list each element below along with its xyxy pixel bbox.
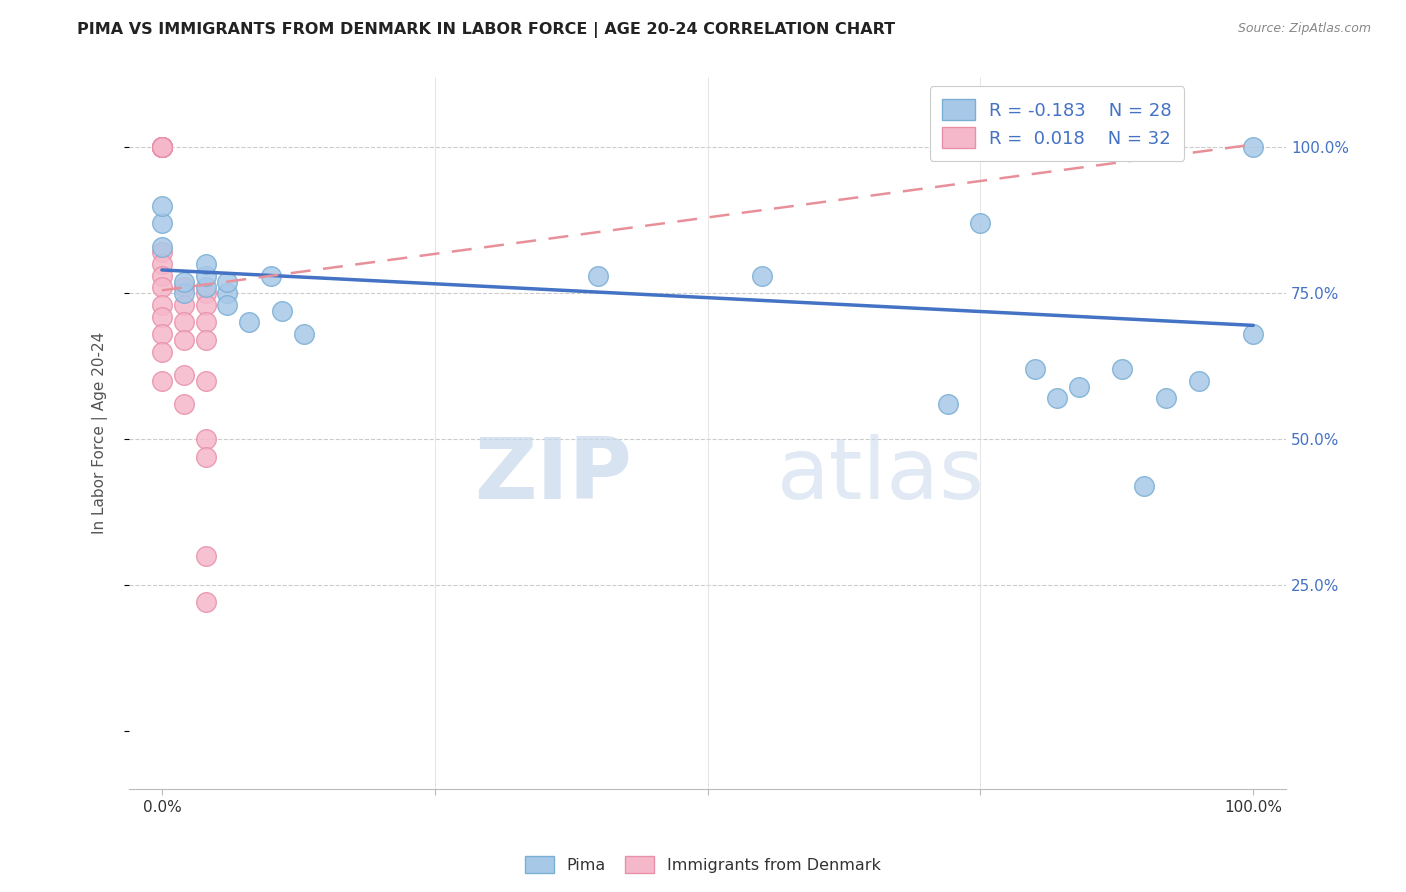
Point xyxy=(1133,479,1156,493)
Point xyxy=(150,374,173,388)
Point xyxy=(194,450,217,464)
Point xyxy=(194,333,217,347)
Point xyxy=(173,368,195,382)
Point xyxy=(194,298,217,312)
Point xyxy=(1111,362,1133,376)
Point xyxy=(969,216,991,230)
Point xyxy=(173,315,195,329)
Point xyxy=(1046,392,1069,406)
Point xyxy=(150,239,173,253)
Point xyxy=(194,286,217,301)
Text: ZIP: ZIP xyxy=(475,434,633,517)
Point xyxy=(238,315,260,329)
Point xyxy=(292,327,315,342)
Point xyxy=(173,275,195,289)
Point xyxy=(217,275,239,289)
Point xyxy=(173,397,195,411)
Point xyxy=(150,140,173,154)
Point xyxy=(150,327,173,342)
Point xyxy=(150,344,173,359)
Point xyxy=(150,257,173,271)
Text: atlas: atlas xyxy=(778,434,986,517)
Point xyxy=(194,280,217,294)
Point xyxy=(751,268,773,283)
Text: PIMA VS IMMIGRANTS FROM DENMARK IN LABOR FORCE | AGE 20-24 CORRELATION CHART: PIMA VS IMMIGRANTS FROM DENMARK IN LABOR… xyxy=(77,22,896,38)
Point xyxy=(217,298,239,312)
Legend: Pima, Immigrants from Denmark: Pima, Immigrants from Denmark xyxy=(519,849,887,880)
Point xyxy=(173,333,195,347)
Point xyxy=(194,595,217,609)
Legend: R = -0.183    N = 28, R =  0.018    N = 32: R = -0.183 N = 28, R = 0.018 N = 32 xyxy=(929,87,1184,161)
Point xyxy=(194,257,217,271)
Point xyxy=(173,280,195,294)
Point xyxy=(150,245,173,260)
Point xyxy=(150,140,173,154)
Point xyxy=(150,140,173,154)
Point xyxy=(194,549,217,563)
Point xyxy=(150,268,173,283)
Point xyxy=(271,303,294,318)
Point xyxy=(217,286,239,301)
Point xyxy=(1241,140,1264,154)
Point xyxy=(150,140,173,154)
Point xyxy=(194,268,217,283)
Point xyxy=(1067,379,1090,393)
Point xyxy=(150,310,173,324)
Point xyxy=(1024,362,1046,376)
Point xyxy=(194,432,217,446)
Point xyxy=(1241,327,1264,342)
Point xyxy=(173,298,195,312)
Point xyxy=(150,140,173,154)
Point xyxy=(150,199,173,213)
Point xyxy=(150,140,173,154)
Point xyxy=(150,140,173,154)
Point xyxy=(1154,392,1177,406)
Point xyxy=(588,268,610,283)
Point xyxy=(194,315,217,329)
Point xyxy=(150,216,173,230)
Y-axis label: In Labor Force | Age 20-24: In Labor Force | Age 20-24 xyxy=(93,332,108,534)
Point xyxy=(150,298,173,312)
Point xyxy=(1188,374,1211,388)
Point xyxy=(173,286,195,301)
Text: Source: ZipAtlas.com: Source: ZipAtlas.com xyxy=(1237,22,1371,36)
Point xyxy=(936,397,959,411)
Point xyxy=(150,140,173,154)
Point xyxy=(194,374,217,388)
Point xyxy=(260,268,283,283)
Point xyxy=(150,280,173,294)
